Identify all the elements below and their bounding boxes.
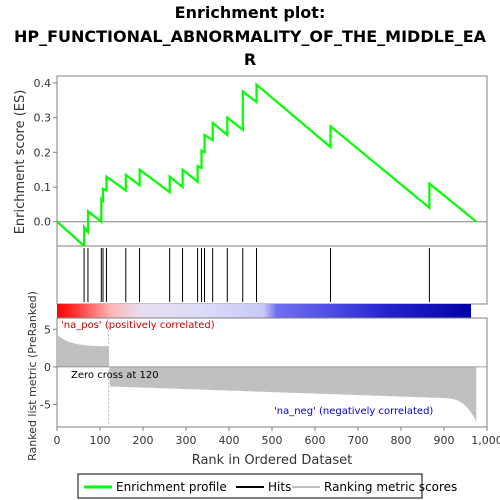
es-panel-frame: [57, 76, 487, 246]
chart-title-line-2: HP_FUNCTIONAL_ABNORMALITY_OF_THE_MIDDLE_…: [14, 27, 487, 46]
metric-y-axis-label: Ranked list metric (PreRanked): [26, 291, 39, 461]
es-y-ticks: 0.0 0.1 0.2 0.3 0.4: [34, 77, 58, 229]
x-tick-label: 800: [391, 434, 412, 447]
zero-cross-label: Zero cross at 120: [71, 370, 159, 381]
chart-title-line-3: R: [244, 50, 256, 69]
hits-panel-frame: [57, 246, 487, 304]
x-tick-label: 400: [219, 434, 240, 447]
pos-correlated-label: 'na_pos' (positively correlated): [61, 320, 215, 331]
es-tick-label: 0.1: [34, 181, 52, 194]
x-tick-label: 0: [54, 434, 61, 447]
es-tick-label: 0.2: [34, 146, 52, 159]
chart-title-line-1: Enrichment plot:: [175, 3, 326, 22]
x-tick-label: 500: [262, 434, 283, 447]
neg-correlated-label: 'na_neg' (negatively correlated): [274, 406, 433, 417]
metric-y-ticks: 5 0 -5: [40, 323, 57, 411]
x-tick-label: 300: [176, 434, 197, 447]
es-tick-label: 0.4: [34, 77, 52, 90]
legend-hits-label: Hits: [268, 480, 291, 494]
x-axis-label: Rank in Ordered Dataset: [192, 453, 353, 468]
x-tick-label: 100: [90, 434, 111, 447]
x-tick-label: 700: [348, 434, 369, 447]
metric-tick-label: -5: [40, 398, 51, 411]
es-y-axis-label: Enrichment score (ES): [13, 90, 28, 235]
x-tick-label: 200: [133, 434, 154, 447]
es-tick-label: 0.3: [34, 112, 52, 125]
legend-metric-label: Ranking metric scores: [324, 480, 457, 494]
metric-tick-label: 0: [44, 361, 51, 374]
x-tick-label: 900: [434, 434, 455, 447]
rank-color-bar: [57, 304, 471, 318]
x-axis-ticks: 0 100 200 300 400 500 600 700 800 900 1,000: [54, 427, 500, 447]
legend-es-label: Enrichment profile: [116, 480, 227, 494]
metric-tick-label: 5: [44, 323, 51, 336]
x-tick-label: 600: [305, 434, 326, 447]
es-tick-label: 0.0: [34, 216, 52, 229]
x-tick-label: 1,000: [471, 434, 500, 447]
